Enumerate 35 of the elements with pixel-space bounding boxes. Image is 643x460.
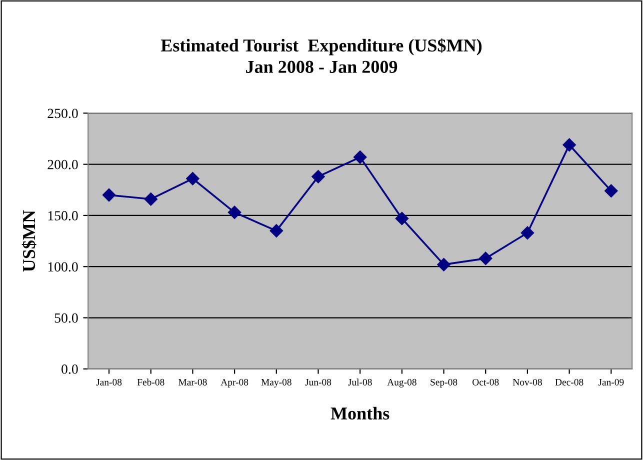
- y-tick-label: 100.0: [48, 262, 78, 272]
- x-tick-label: Jan-09: [598, 378, 624, 386]
- point: [228, 206, 242, 219]
- x-tick-label: Nov-08: [512, 378, 542, 386]
- x-tick-label: Jun-08: [305, 378, 332, 386]
- x-tick-label: Oct-08: [472, 378, 499, 386]
- point: [270, 224, 283, 238]
- point: [186, 172, 200, 186]
- point: [312, 170, 325, 184]
- point: [102, 188, 116, 202]
- x-tick-label: Dec-08: [555, 378, 584, 386]
- y-tick-label: 150.0: [48, 211, 78, 220]
- x-tick-label: Jan-08: [96, 378, 122, 386]
- point: [437, 258, 450, 272]
- point: [604, 184, 618, 198]
- x-tick-label: Mar-08: [178, 378, 207, 386]
- y-axis-title: US$MN: [22, 210, 36, 272]
- x-tick-label: Aug-08: [387, 378, 416, 388]
- x-tick-label: Sep-08: [430, 378, 458, 388]
- chart-title: Estimated Tourist Expenditure (US$MN) Jan 2008 - Jan 2009: [160, 38, 482, 73]
- point: [144, 192, 158, 206]
- x-axis-title: Months: [330, 406, 390, 420]
- point: [520, 226, 534, 240]
- x-tick-label: May-08: [261, 378, 292, 388]
- y-tick-label: 250.0: [48, 108, 78, 118]
- y-tick-label: 50.0: [54, 313, 78, 323]
- point: [395, 212, 409, 226]
- point: [479, 252, 492, 266]
- point: [562, 138, 576, 152]
- point: [353, 150, 367, 164]
- x-tick-label: Apr-08: [220, 378, 248, 388]
- y-tick-label: 200.0: [48, 160, 78, 170]
- x-tick-label: Feb-08: [137, 378, 164, 386]
- y-tick-label: 0.0: [62, 364, 78, 374]
- x-tick-label: Jul-08: [348, 378, 372, 386]
